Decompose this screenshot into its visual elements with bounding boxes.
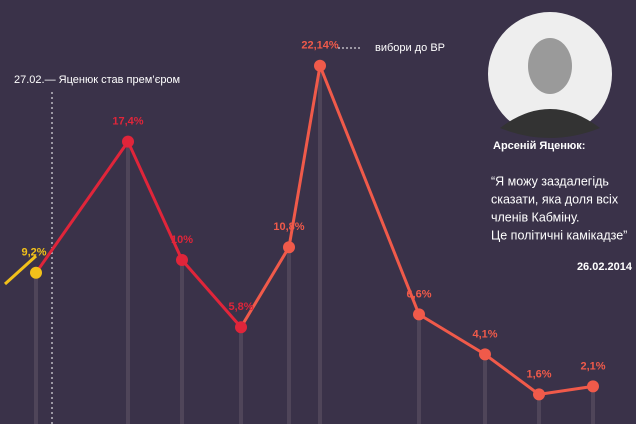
quote-date: 26.02.2014 xyxy=(577,261,633,273)
line-segment xyxy=(538,384,594,396)
annotation: 27.02.— Яценюк став прем’єром xyxy=(14,74,180,86)
value-label: 22,14% xyxy=(301,40,339,52)
point xyxy=(30,266,42,279)
line-segment xyxy=(318,65,421,315)
value-label: 17,4% xyxy=(112,116,143,128)
line-segment xyxy=(126,140,184,261)
point xyxy=(314,59,326,72)
point xyxy=(283,241,295,254)
quote-author: Арсеній Яценюк: xyxy=(493,140,585,152)
line-segment xyxy=(287,65,322,248)
value-label: 9,2% xyxy=(21,247,46,259)
value-label: 2,1% xyxy=(580,360,605,372)
point xyxy=(176,254,188,266)
value-label: 1,6% xyxy=(526,368,551,380)
point xyxy=(587,380,599,393)
point xyxy=(235,321,247,334)
quote-line: сказати, яка доля всіх xyxy=(491,192,619,206)
line-segment xyxy=(180,259,243,329)
lead-in-line xyxy=(3,254,38,286)
value-label: 10% xyxy=(171,234,193,246)
value-label: 4,1% xyxy=(472,328,497,340)
quote-line: “Я можу заздалегідь xyxy=(491,174,609,188)
point xyxy=(479,348,491,361)
portrait xyxy=(488,12,612,138)
quote-line: Це політичні камікадзе” xyxy=(491,228,627,242)
value-label: 5,8% xyxy=(228,301,253,313)
quote-line: членів Кабміну. xyxy=(491,210,579,224)
value-label: 10,8% xyxy=(273,221,304,233)
point xyxy=(533,388,545,401)
line-segment xyxy=(239,246,291,328)
annotation: вибори до ВР xyxy=(375,42,445,54)
line-segment xyxy=(418,313,486,356)
line-segment xyxy=(34,140,130,274)
point xyxy=(413,308,425,321)
point xyxy=(122,135,134,148)
line-segment xyxy=(484,353,540,396)
value-label: 6,6% xyxy=(406,288,431,300)
